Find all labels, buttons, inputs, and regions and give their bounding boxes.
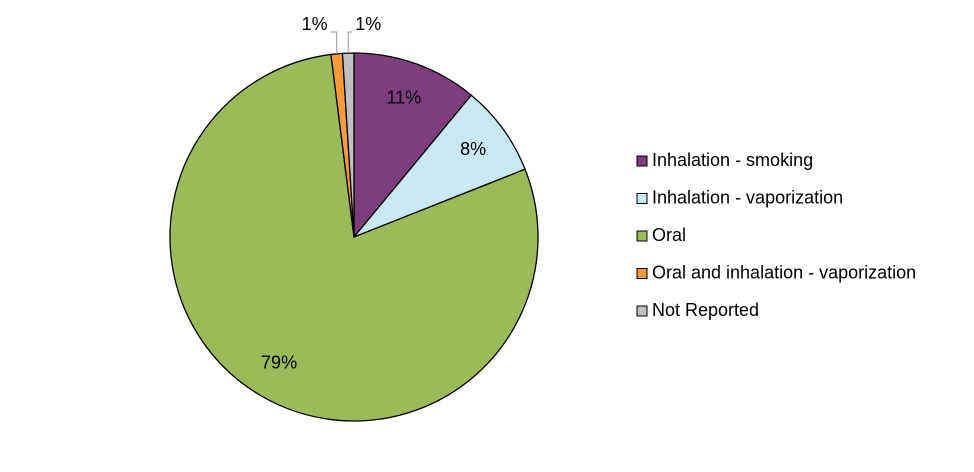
legend-swatch [636, 155, 648, 167]
data-label: 1% [355, 14, 381, 34]
pie-slice [169, 53, 539, 422]
legend-label: Oral [652, 225, 686, 245]
legend-label: Inhalation - vaporization [652, 187, 843, 207]
legend-swatch [636, 305, 648, 317]
data-label: 79% [261, 352, 297, 372]
data-label: 11% [387, 87, 422, 107]
data-label: 1% [302, 14, 328, 34]
pie-slice [353, 94, 526, 238]
pie-slice [341, 52, 355, 238]
pie-slice [353, 52, 473, 239]
legend-label: Inhalation - smoking [652, 150, 813, 170]
legend-swatch [636, 193, 648, 204]
leader-line [330, 31, 338, 54]
leader-line [347, 31, 353, 54]
legend-label: Oral and inhalation - vaporization [652, 262, 916, 282]
legend-label: Not Reported [652, 300, 759, 320]
legend-swatch [636, 230, 648, 242]
legend-swatch [636, 268, 648, 279]
data-label: 8% [460, 139, 486, 159]
